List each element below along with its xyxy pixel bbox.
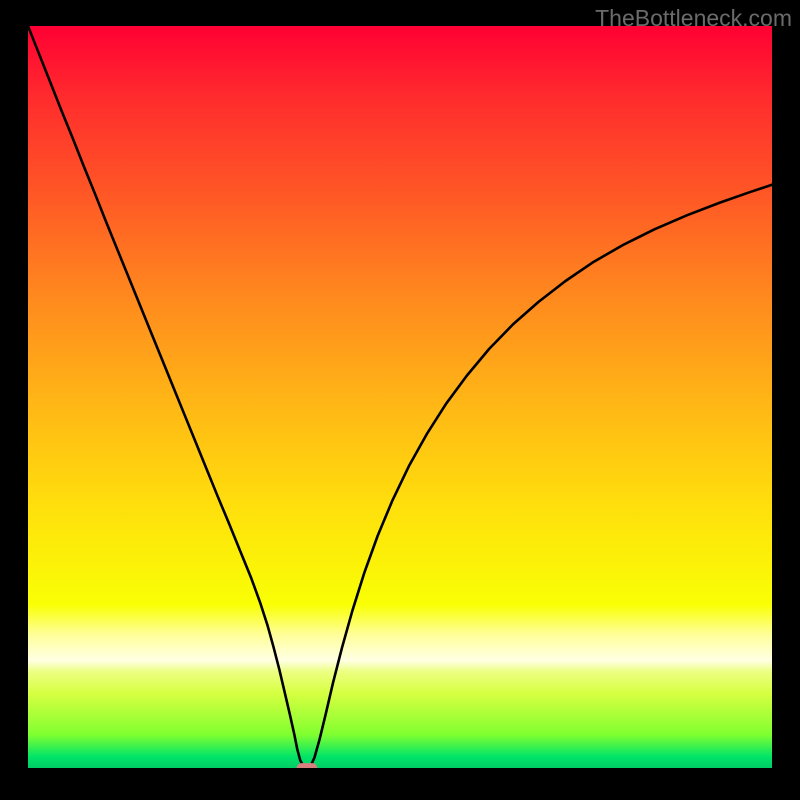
plot-area — [28, 26, 772, 768]
bottleneck-chart — [28, 26, 772, 768]
chart-stage: TheBottleneck.com — [0, 0, 800, 800]
watermark-text: TheBottleneck.com — [595, 5, 792, 32]
bottom-black-bar — [0, 768, 800, 800]
gradient-background — [28, 26, 772, 768]
